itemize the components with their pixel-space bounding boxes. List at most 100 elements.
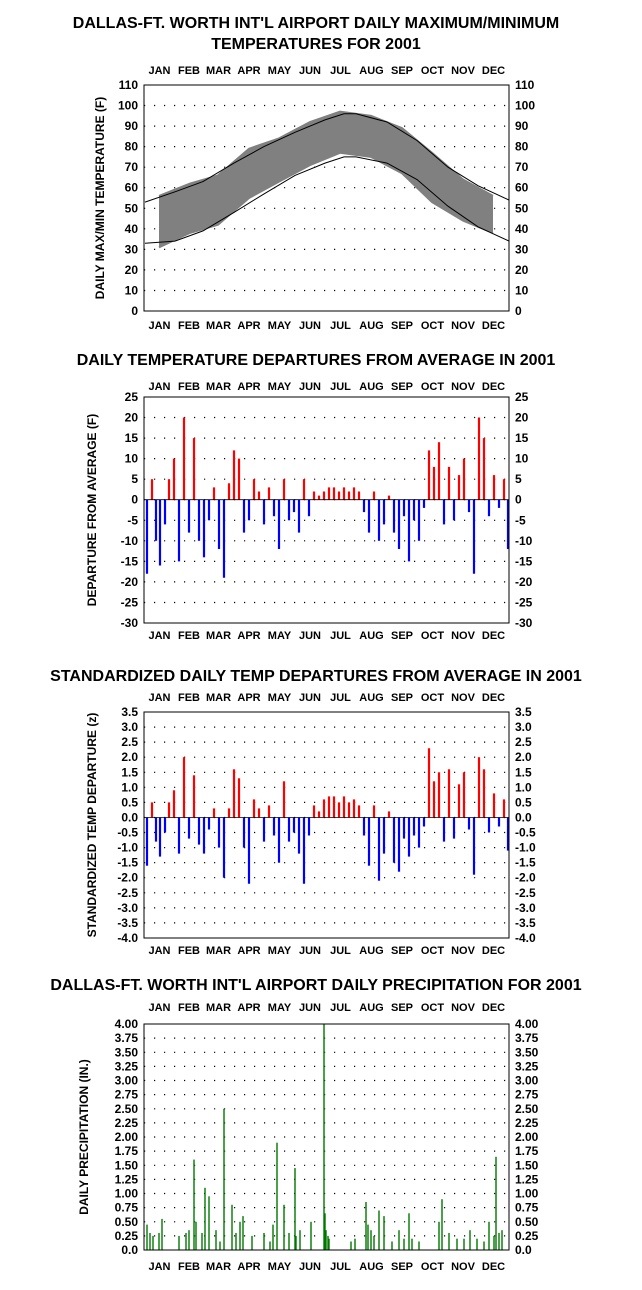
y-axis-label: DAILY MAX/MIN TEMPERATURE (F) bbox=[93, 97, 107, 299]
y-tick-label: 2.25 bbox=[515, 1116, 539, 1130]
month-label: AUG bbox=[359, 945, 383, 957]
month-label: APR bbox=[237, 1002, 260, 1014]
right-tick-labels: -30 -25 -20 -15 -10 -5 0 5 10 15 20 25 bbox=[515, 390, 533, 630]
y-tick-label: 0.0 bbox=[515, 1243, 532, 1257]
month-label: FEB bbox=[178, 630, 200, 642]
month-label: JUN bbox=[299, 692, 321, 704]
month-label: JUN bbox=[299, 65, 321, 77]
month-label: NOV bbox=[451, 630, 476, 642]
y-tick-label: 0.50 bbox=[515, 1215, 539, 1229]
y-tick-label: -3.0 bbox=[515, 901, 536, 915]
y-tick-label: 1.25 bbox=[115, 1172, 139, 1186]
month-label: JAN bbox=[148, 381, 170, 393]
y-tick-label: 0.5 bbox=[515, 795, 532, 809]
y-tick-label: 0.75 bbox=[515, 1201, 539, 1215]
normal-max-line bbox=[144, 113, 510, 203]
month-label: NOV bbox=[451, 381, 476, 393]
y-tick-label: -10 bbox=[121, 534, 139, 548]
month-label: AUG bbox=[359, 630, 383, 642]
month-label: MAY bbox=[268, 1002, 292, 1014]
y-tick-label: -0.5 bbox=[515, 826, 536, 840]
plot-marks bbox=[144, 417, 510, 578]
month-label: OCT bbox=[421, 381, 445, 393]
chart-title: STANDARDIZED DAILY TEMP DEPARTURES FROM … bbox=[50, 668, 582, 685]
month-label: APR bbox=[237, 1261, 260, 1273]
y-tick-label: -20 bbox=[515, 575, 533, 589]
month-label: NOV bbox=[451, 945, 476, 957]
y-tick-label: 3.0 bbox=[121, 720, 138, 734]
y-tick-label: 0.50 bbox=[115, 1215, 139, 1229]
month-label: DEC bbox=[482, 630, 505, 642]
y-tick-label: 3.5 bbox=[515, 705, 532, 719]
y-tick-label: -4.0 bbox=[117, 931, 138, 945]
left-tick-labels: 0.00.250.500.751.001.251.501.752.002.252… bbox=[115, 1017, 139, 1257]
month-label: DEC bbox=[482, 1261, 505, 1273]
left-tick-labels: 0 10 20 30 40 50 60 70 80 90 100 110 bbox=[118, 78, 138, 318]
month-label: NOV bbox=[451, 65, 476, 77]
y-tick-label: 1.75 bbox=[515, 1144, 539, 1158]
y-tick-label: 0 bbox=[131, 304, 138, 318]
plot-marks bbox=[144, 748, 510, 884]
month-label: MAR bbox=[206, 65, 231, 77]
y-tick-label: 15 bbox=[125, 431, 139, 445]
month-label: MAR bbox=[206, 320, 231, 332]
y-tick-label: -2.5 bbox=[515, 886, 536, 900]
month-label: MAR bbox=[206, 692, 231, 704]
plot-frame bbox=[143, 1023, 510, 1251]
month-label: JUN bbox=[299, 630, 321, 642]
right-tick-labels: -4.0-3.5-3.0-2.5-2.0-1.5-1.0-0.50.00.51.… bbox=[515, 705, 536, 945]
y-tick-label: 1.50 bbox=[515, 1158, 539, 1172]
month-label: DEC bbox=[482, 320, 505, 332]
y-tick-label: 60 bbox=[515, 181, 529, 195]
month-label: AUG bbox=[359, 1261, 383, 1273]
month-label: SEP bbox=[391, 945, 413, 957]
y-tick-label: -10 bbox=[515, 534, 533, 548]
month-label: JUN bbox=[299, 1261, 321, 1273]
y-tick-label: 2.75 bbox=[515, 1088, 539, 1102]
month-label: AUG bbox=[359, 381, 383, 393]
y-tick-label: 1.5 bbox=[121, 765, 138, 779]
month-label: SEP bbox=[391, 381, 413, 393]
bottom-month-labels: JAN FEB MAR APR MAY JUN JUL AUG SEP OCT NOV DEC bbox=[148, 1261, 505, 1273]
top-month-labels: JAN FEB MAR APR MAY JUN JUL AUG SEP OCT NOV DEC bbox=[148, 65, 505, 77]
plot-frame bbox=[143, 711, 510, 939]
month-label: NOV bbox=[451, 1261, 476, 1273]
y-tick-label: 2.25 bbox=[115, 1116, 139, 1130]
y-tick-label: 2.5 bbox=[121, 735, 138, 749]
y-tick-label: 0 bbox=[515, 493, 522, 507]
y-tick-label: -5 bbox=[127, 513, 138, 527]
y-tick-label: -30 bbox=[121, 616, 139, 630]
y-tick-label: 2.00 bbox=[515, 1130, 539, 1144]
month-label: JAN bbox=[148, 630, 170, 642]
month-label: FEB bbox=[178, 945, 200, 957]
y-tick-label: -1.0 bbox=[117, 841, 138, 855]
month-label: FEB bbox=[178, 65, 200, 77]
y-tick-label: 2.50 bbox=[515, 1102, 539, 1116]
month-label: MAR bbox=[206, 630, 231, 642]
month-label: DEC bbox=[482, 692, 505, 704]
y-tick-label: -2.0 bbox=[117, 871, 138, 885]
month-label: AUG bbox=[359, 65, 383, 77]
month-label: APR bbox=[237, 320, 260, 332]
month-label: JUL bbox=[330, 1002, 351, 1014]
month-label: MAR bbox=[206, 1261, 231, 1273]
month-label: JUL bbox=[330, 630, 351, 642]
y-tick-label: 50 bbox=[515, 201, 529, 215]
month-label: DEC bbox=[482, 945, 505, 957]
month-label: AUG bbox=[359, 320, 383, 332]
month-label: SEP bbox=[391, 1002, 413, 1014]
month-label: MAY bbox=[268, 945, 292, 957]
right-tick-labels: 0 10 20 30 40 50 60 70 80 90 100 110 bbox=[515, 78, 535, 318]
month-label: MAR bbox=[206, 945, 231, 957]
month-label: OCT bbox=[421, 630, 445, 642]
month-label: JUL bbox=[330, 945, 351, 957]
month-label: MAY bbox=[268, 692, 292, 704]
y-tick-label: 20 bbox=[125, 263, 139, 277]
y-tick-label: -15 bbox=[515, 554, 533, 568]
month-label: MAY bbox=[268, 65, 292, 77]
y-tick-label: 2.00 bbox=[115, 1130, 139, 1144]
y-tick-label: 3.25 bbox=[515, 1059, 539, 1073]
top-month-labels: JAN FEB MAR APR MAY JUN JUL AUG SEP OCT NOV DEC bbox=[148, 692, 505, 704]
series-min-line bbox=[158, 151, 494, 249]
y-tick-label: 70 bbox=[515, 160, 529, 174]
